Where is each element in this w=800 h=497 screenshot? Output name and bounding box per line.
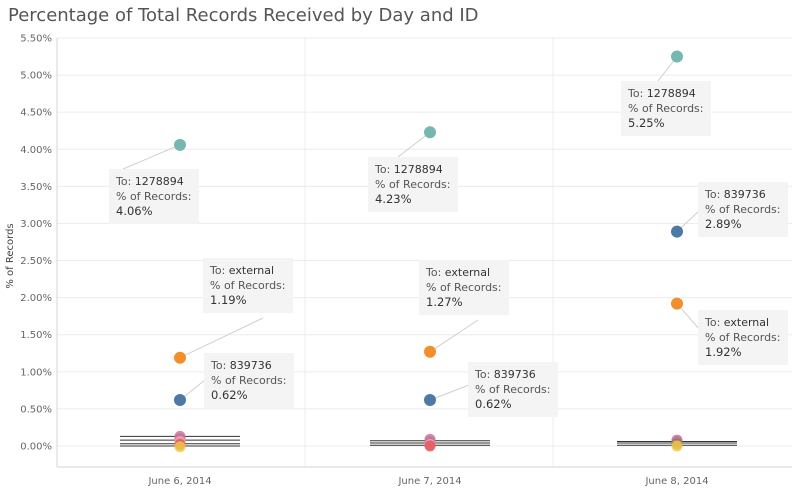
annotation-value: 1.27%: [426, 295, 463, 309]
data-point-839736: [671, 225, 683, 238]
data-point-small: [671, 440, 683, 452]
annotation-value: 5.25%: [628, 116, 665, 130]
annotation-value: 0.62%: [211, 388, 248, 402]
y-tick-label: 3.00%: [20, 219, 52, 230]
annotation-callout: To: 1278894 % of Records: 4.06%: [109, 169, 199, 224]
data-point-1278894: [424, 126, 436, 139]
data-point-small: [174, 441, 186, 453]
annotation-id: 1278894: [134, 175, 184, 188]
annotation-metric: % of Records:: [426, 281, 502, 294]
annotation-metric: % of Records:: [705, 331, 781, 344]
data-point-external: [174, 351, 186, 364]
annotation-id: 1278894: [646, 87, 696, 100]
annotation-to-prefix: To:: [705, 188, 724, 201]
annotation-to-prefix: To:: [426, 266, 445, 279]
data-points: [174, 50, 683, 453]
annotation-value: 0.62%: [475, 397, 512, 411]
data-point-1278894: [174, 138, 186, 151]
annotation-metric: % of Records:: [705, 203, 781, 216]
annotation-id: external: [723, 316, 770, 329]
data-point-external: [671, 297, 683, 310]
annotation-callout: To: external % of Records: 1.92%: [698, 310, 788, 365]
y-tick-label: 3.50%: [20, 182, 52, 193]
annotation-to-prefix: To:: [475, 368, 494, 381]
y-axis-title: % of Records: [5, 223, 16, 288]
annotation-metric: % of Records:: [116, 190, 192, 203]
annotation-id: 839736: [493, 368, 536, 381]
y-tick-label: 4.00%: [20, 145, 52, 156]
axes: 0.00% 0.50% 1.00% 1.50% 2.00% 2.50% 3.00% 3.50%…: [20, 34, 792, 487]
annotation-id: 839736: [229, 359, 272, 372]
annotation-leaders: [122, 56, 701, 401]
x-tick-label: June 8, 2014: [644, 476, 708, 487]
annotation-metric: % of Records:: [628, 102, 704, 115]
x-tick-label: June 7, 2014: [397, 476, 461, 487]
annotation-metric: % of Records:: [375, 178, 451, 191]
annotation-to-prefix: To:: [210, 264, 229, 277]
annotation-callout: To: 839736 % of Records: 2.89%: [698, 182, 788, 237]
annotation-id: 1278894: [393, 163, 443, 176]
y-tick-label: 0.00%: [20, 442, 52, 453]
y-tick-label: 0.50%: [20, 404, 52, 415]
annotation-leader: [429, 384, 470, 401]
annotation-leader: [397, 131, 431, 158]
x-tick-label: June 6, 2014: [147, 476, 211, 487]
annotation-callout: To: 1278894 % of Records: 5.25%: [621, 81, 711, 136]
y-tick-label: 2.50%: [20, 256, 52, 267]
annotation-id: external: [228, 264, 275, 277]
annotation-metric: % of Records:: [475, 383, 551, 396]
annotation-leader: [429, 319, 479, 353]
annotation-callout: To: external % of Records: 1.27%: [419, 260, 509, 315]
data-point-839736: [174, 394, 186, 407]
annotation-metric: % of Records:: [211, 374, 287, 387]
annotation-value: 4.06%: [116, 204, 153, 218]
annotation-callout: To: 1278894 % of Records: 4.23%: [368, 157, 458, 212]
annotation-id: 839736: [723, 188, 766, 201]
gridlines: [57, 37, 792, 467]
data-point-small: [424, 440, 436, 452]
y-tick-label: 1.50%: [20, 330, 52, 341]
y-tick-label: 2.00%: [20, 293, 52, 304]
annotation-value: 1.19%: [210, 293, 247, 307]
annotation-callout: To: 839736 % of Records: 0.62%: [468, 362, 558, 417]
y-tick-label: 5.00%: [20, 71, 52, 82]
annotation-value: 2.89%: [705, 217, 742, 231]
annotation-to-prefix: To:: [628, 87, 647, 100]
annotation-to-prefix: To:: [116, 175, 135, 188]
y-tick-label: 5.50%: [20, 34, 52, 45]
annotation-callout: To: 839736 % of Records: 0.62%: [204, 353, 294, 408]
annotation-callout: To: external % of Records: 1.19%: [203, 258, 293, 313]
y-tick-label: 1.00%: [20, 367, 52, 378]
data-point-1278894: [671, 50, 683, 63]
data-point-839736: [424, 394, 436, 407]
annotation-value: 4.23%: [375, 192, 412, 206]
annotation-leader: [179, 317, 264, 359]
annotation-to-prefix: To:: [375, 163, 394, 176]
y-tick-label: 4.50%: [20, 108, 52, 119]
chart-title: Percentage of Total Records Received by …: [8, 5, 479, 26]
annotation-id: external: [444, 266, 491, 279]
annotation-metric: % of Records:: [210, 279, 286, 292]
annotation-to-prefix: To:: [211, 359, 230, 372]
annotation-value: 1.92%: [705, 345, 742, 359]
data-point-external: [424, 345, 436, 358]
annotation-leader: [122, 144, 181, 170]
annotation-to-prefix: To:: [705, 316, 724, 329]
